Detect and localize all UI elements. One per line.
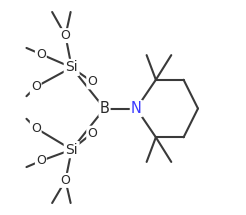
Text: Si: Si [65,60,78,74]
Text: O: O [61,29,70,42]
Text: O: O [87,75,97,88]
Text: O: O [61,174,70,187]
Text: O: O [31,121,41,135]
Text: B: B [100,101,109,116]
Text: O: O [36,154,46,167]
Text: Si: Si [65,143,78,157]
Text: N: N [131,101,142,116]
Text: O: O [36,48,46,61]
Text: O: O [87,127,97,140]
Text: O: O [31,80,41,94]
